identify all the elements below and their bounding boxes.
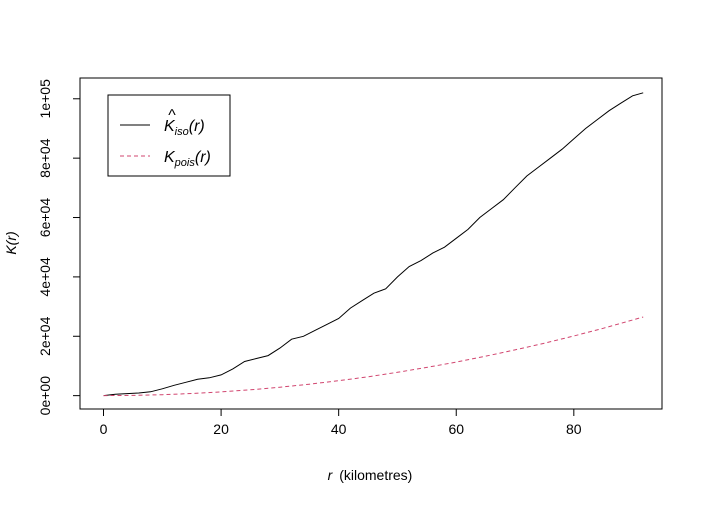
series-line-pois bbox=[103, 316, 644, 397]
y-tick-label: 1e+05 bbox=[37, 79, 53, 119]
y-axis: 0e+00 2e+04 4e+04 6e+04 8e+04 1e+05 bbox=[37, 79, 81, 416]
x-tick-label: 60 bbox=[448, 421, 464, 437]
legend-subscript: pois bbox=[174, 157, 196, 169]
series-layer bbox=[103, 92, 644, 397]
y-tick-label: 2e+04 bbox=[37, 316, 53, 356]
legend-label-iso: Kiso(r) bbox=[164, 118, 205, 138]
legend-main: K bbox=[164, 118, 176, 135]
x-axis-label: r (kilometres) bbox=[328, 467, 413, 483]
legend-subscript: iso bbox=[175, 126, 189, 138]
x-axis: 0 20 40 60 80 bbox=[100, 408, 582, 437]
legend-argument: (r) bbox=[189, 118, 205, 135]
y-tick-label: 0e+00 bbox=[37, 376, 53, 416]
legend-hat-mark: ^ bbox=[168, 107, 176, 124]
y-axis-label: K(r) bbox=[3, 231, 19, 254]
x-axis-label-unit: (kilometres) bbox=[339, 467, 412, 483]
legend-label-pois: Kpois(r) bbox=[164, 149, 211, 169]
legend-argument: (r) bbox=[195, 149, 211, 166]
legend-main: K bbox=[164, 149, 176, 166]
legend: Kiso(r)^Kpois(r) bbox=[107, 94, 231, 177]
y-tick-label: 6e+04 bbox=[37, 198, 53, 238]
x-axis-label-var: r bbox=[328, 467, 334, 483]
x-tick-label: 80 bbox=[566, 421, 582, 437]
legend-box bbox=[107, 94, 231, 177]
x-tick-label: 20 bbox=[213, 421, 229, 437]
y-tick-label: 8e+04 bbox=[37, 138, 53, 178]
y-tick-label: 4e+04 bbox=[37, 257, 53, 297]
x-tick-label: 0 bbox=[100, 421, 108, 437]
x-tick-label: 40 bbox=[331, 421, 347, 437]
series-line-iso bbox=[103, 92, 644, 397]
